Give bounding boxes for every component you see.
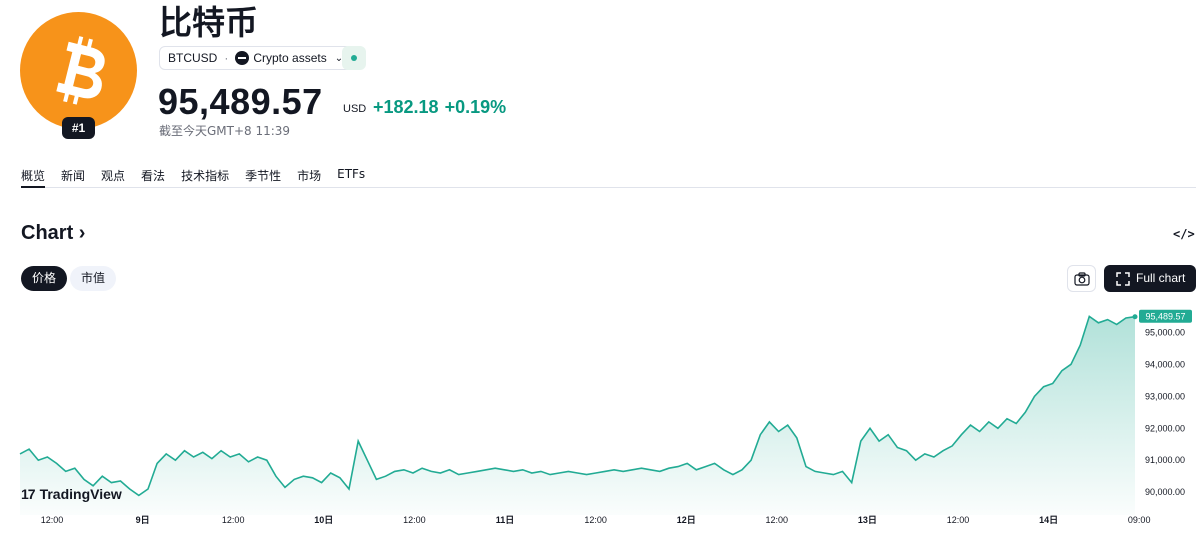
- symbol-label: BTCUSD: [168, 51, 218, 65]
- tab-opinions[interactable]: 看法: [141, 169, 166, 183]
- bitcoin-logo: [20, 12, 137, 129]
- marketcap-toggle[interactable]: 市值: [70, 266, 117, 291]
- y-axis: 90,000.00 91,000.00 92,000.00 93,000.00 94,0…: [1145, 327, 1185, 497]
- x-tick-label: 14日: [1039, 515, 1058, 525]
- snapshot-button[interactable]: [1067, 265, 1096, 292]
- price-line: [19, 315, 1136, 497]
- chevron-down-icon: ⌄: [334, 52, 344, 64]
- price-change: +182.18 +0.19%: [373, 97, 506, 118]
- x-tick-label: 11日: [496, 515, 515, 525]
- change-percent: +0.19%: [444, 97, 507, 117]
- x-tick-label: 12日: [677, 515, 696, 525]
- symbol-selector[interactable]: BTCUSD · Crypto assets ⌄: [159, 46, 353, 70]
- full-chart-label: Full chart: [1136, 271, 1186, 285]
- last-price-marker: 95,489.57: [1132, 309, 1192, 323]
- camera-icon: [1074, 272, 1090, 286]
- last-price-dot: [1132, 314, 1138, 320]
- chevron-right-icon: ›: [73, 222, 86, 244]
- tab-ideas[interactable]: 观点: [101, 169, 126, 183]
- tab-etfs[interactable]: ETFs: [337, 167, 366, 181]
- x-tick-label: 10日: [314, 515, 333, 525]
- category-label: Crypto assets: [253, 51, 327, 65]
- last-price-label: 95,489.57: [1145, 312, 1185, 322]
- change-absolute: +182.18: [373, 97, 439, 117]
- x-tick-label: 09:00: [1128, 515, 1151, 525]
- tradingview-logo-icon: 17: [21, 486, 36, 502]
- x-tick-label: 9日: [136, 515, 150, 525]
- price-currency: USD: [343, 103, 367, 115]
- watermark-label: TradingView: [39, 486, 122, 502]
- x-tick-label: 12:00: [766, 515, 789, 525]
- code-embed-icon[interactable]: </>: [1173, 227, 1195, 241]
- y-tick-label: 92,000.00: [1145, 423, 1185, 433]
- section-tabs: 概览 新闻 观点 看法 技术指标 季节性 市场 ETFs: [21, 160, 1196, 188]
- y-tick-label: 94,000.00: [1145, 359, 1185, 369]
- bitcoin-icon: [56, 36, 105, 105]
- live-dot-icon: [351, 55, 357, 61]
- tradingview-watermark: 17 TradingView: [21, 486, 122, 502]
- x-tick-label: 12:00: [947, 515, 970, 525]
- tab-overview[interactable]: 概览: [21, 160, 46, 188]
- price-chart[interactable]: 90,000.00 91,000.00 92,000.00 93,000.00 94,0…: [0, 300, 1200, 534]
- x-tick-label: 12:00: [41, 515, 64, 525]
- fullscreen-icon: [1116, 272, 1130, 286]
- chart-heading-link[interactable]: Chart ›: [21, 222, 85, 245]
- price-area: [20, 316, 1135, 515]
- x-tick-label: 12:00: [403, 515, 426, 525]
- current-price: 95,489.57: [158, 81, 323, 122]
- x-tick-label: 12:00: [584, 515, 607, 525]
- full-chart-button[interactable]: Full chart: [1104, 265, 1196, 292]
- tradingview-icon: [235, 51, 250, 65]
- chart-heading-label: Chart: [21, 222, 74, 244]
- y-tick-label: 93,000.00: [1145, 391, 1185, 401]
- tab-seasonals[interactable]: 季节性: [245, 169, 282, 183]
- x-axis: 12:00 9日 12:00 10日 12:00 11日 12:00 12日 12:00 13日 1…: [41, 515, 1151, 525]
- market-status-badge[interactable]: [342, 46, 366, 70]
- y-tick-label: 90,000.00: [1145, 487, 1185, 497]
- rank-badge: #1: [62, 117, 95, 139]
- y-tick-label: 91,000.00: [1145, 455, 1185, 465]
- tab-markets[interactable]: 市场: [297, 169, 322, 183]
- tab-news[interactable]: 新闻: [61, 169, 86, 183]
- last-price-badge: [1139, 309, 1192, 323]
- y-tick-label: 95,000.00: [1145, 327, 1185, 337]
- price-toggle[interactable]: 价格: [21, 266, 68, 291]
- quote-timestamp: 截至今天GMT+8 11:39: [159, 124, 291, 138]
- tab-technicals[interactable]: 技术指标: [181, 169, 230, 183]
- asset-title: 比特币: [159, 3, 258, 42]
- x-tick-label: 13日: [858, 515, 877, 525]
- separator-dot: ·: [224, 51, 229, 65]
- x-tick-label: 12:00: [222, 515, 245, 525]
